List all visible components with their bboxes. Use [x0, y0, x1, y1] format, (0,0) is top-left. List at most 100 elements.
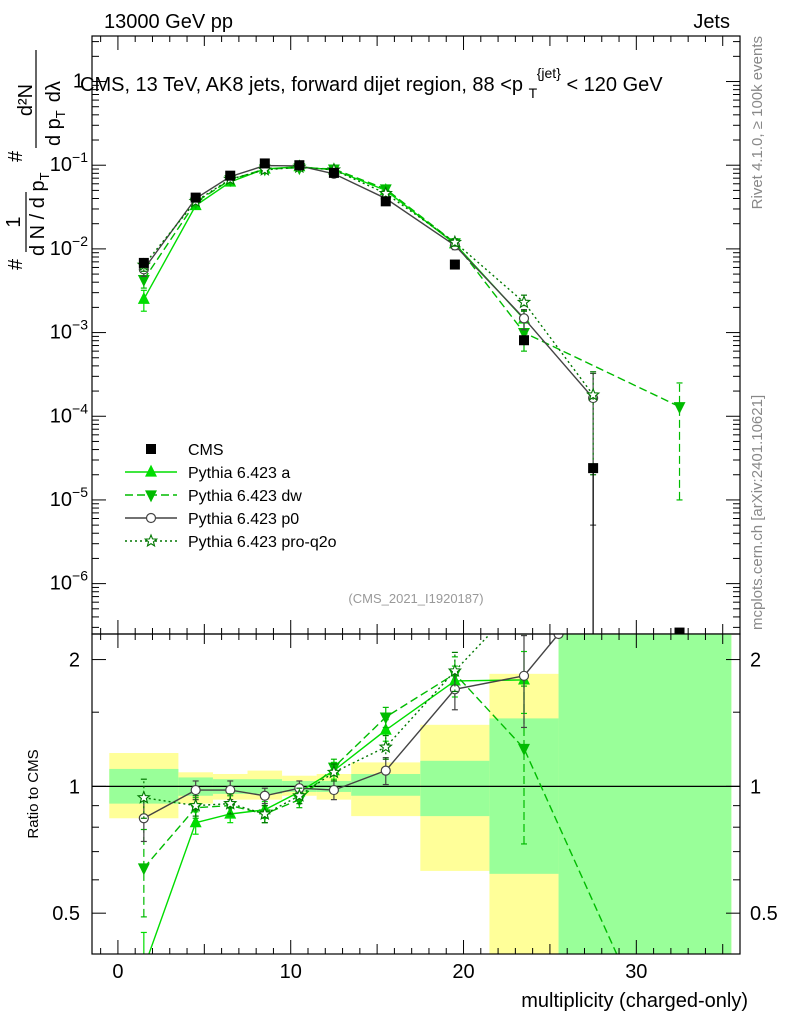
header-left: 13000 GeV pp [104, 11, 233, 33]
ylabel-one: 1 [3, 216, 25, 227]
ratio-pythia_p0-point [518, 670, 530, 681]
plot-title: CMS, 13 TeV, AK8 jets, forward dijet reg… [80, 61, 663, 103]
ylabel-dN: d N / d pT [27, 172, 52, 256]
ratio-pythia_p0-point [190, 784, 201, 796]
main-ylabel: # 1 d N / d pT # d²N d pTdλ [3, 50, 68, 270]
ratio-pythia_p0-point [225, 784, 236, 796]
main-cms-point [674, 627, 685, 634]
ratio-xtick-label: 0 [112, 961, 123, 983]
main-cms-point [138, 257, 149, 268]
main-ytick-label: 10−6 [50, 568, 88, 595]
legend-label-cms: CMS [188, 442, 224, 459]
ratio-pythia_p0-point [380, 765, 391, 776]
title-prefix: CMS, 13 TeV, AK8 jets, forward dijet reg… [80, 74, 523, 96]
main-panel: 1 10−1 10−2 10−3 10−4 10−5 10−6 (CMS_2021_I192… [3, 35, 741, 635]
ratio-xtick-label: 20 [452, 961, 474, 983]
main-watermark: (CMS_2021_I1920187) [348, 591, 483, 606]
ratio-pythia_proq2o-point [553, 551, 564, 562]
main-cms-point [449, 259, 460, 270]
ratio-ylabel: Ratio to CMS [25, 749, 42, 838]
legend: CMS Pythia 6.423 a Pythia 6.423 dw Pythia 6… [125, 442, 337, 551]
legend-marker-pythia_proq2o [143, 533, 159, 548]
svg-text:CMS, 13 TeV, AK8 jets, forward: CMS, 13 TeV, AK8 jets, forward dijet reg… [80, 61, 663, 103]
main-pythia_p0-point [518, 313, 530, 324]
main-ytick-label: 10−1 [50, 149, 88, 176]
ratio-pythia_proq2o-point [378, 739, 393, 754]
legend-marker-cms [146, 444, 156, 454]
mcplots-label: mcplots.cern.ch [arXiv:2401.10621] [749, 395, 766, 630]
ratio-pythia_proq2o-point [326, 764, 342, 779]
legend-label-pythia_proq2o: Pythia 6.423 pro-q2o [188, 534, 337, 551]
ratio-xtick-label: 30 [625, 961, 647, 983]
x-axis-label: multiplicity (charged-only) [521, 990, 748, 1012]
main-pythia_proq2o-line [143, 166, 594, 396]
main-ytick-label: 10−5 [50, 484, 88, 511]
ratio-pythia_p0-point [328, 784, 340, 796]
ratio-pythia_a-point [189, 815, 202, 828]
main-pythia_dw-point [137, 274, 150, 287]
main-pythia_dw-line [143, 167, 680, 408]
main-pythia_p0-line [143, 164, 594, 399]
main-ytick-label: 1 [73, 71, 84, 93]
ratio-pythia_dw-point [518, 743, 530, 756]
ratio-pythia_proq2o-point [136, 790, 151, 804]
main-pythia_dw-point [673, 402, 686, 415]
ratio-pythia_proq2o-point [223, 796, 238, 810]
ratio-pythia_proq2o-point [447, 663, 463, 677]
ratio-pythia_a-point [379, 722, 392, 735]
ratio-panel: 0 10 20 30 0.5 0.5 1 1 2 2 Ratio to CMS multiplic… [25, 551, 778, 1012]
ratio-pythia_dw-point [379, 712, 392, 725]
ylabel-hash: # [5, 258, 27, 270]
ratio-pythia_proq2o-point [257, 806, 272, 821]
rivet-label: Rivet 4.1.0, ≥ 100k events [749, 36, 766, 209]
legend-marker-pythia_dw [145, 490, 157, 503]
main-pythia_proq2o-point [447, 234, 463, 249]
ratio-pythia_proq2o-point [292, 788, 307, 802]
main-cms-point [225, 170, 236, 181]
ratio-pythia_proq2o-point [188, 798, 203, 812]
main-cms-point [294, 160, 305, 171]
title-sub: T [529, 85, 538, 101]
ratio-pythia_p0-line [143, 634, 560, 819]
ratio-ytick-label-right: 1 [750, 776, 761, 798]
ratio-ytick-label: 0.5 [52, 903, 80, 925]
ratio-frame [91, 633, 741, 955]
title-sup: {jet} [537, 65, 561, 81]
ylabel-d2N: d²N [15, 84, 37, 116]
main-ytick-label: 10−3 [50, 317, 88, 344]
ratio-pythia_a-point [139, 962, 149, 972]
ratio-ytick-label: 1 [69, 776, 80, 798]
legend-marker-pythia_a [145, 464, 157, 477]
ratio-band-inner [420, 760, 490, 817]
ratio-ytick-label-right: 2 [750, 650, 761, 672]
main-ytick-label: 10−4 [50, 400, 88, 427]
ratio-pythia_dw-point [137, 863, 150, 876]
main-pythia_proq2o-point [378, 185, 393, 200]
legend-marker-pythia_p0 [145, 512, 157, 524]
main-cms-point [259, 158, 270, 169]
ratio-pythia_p0-point [259, 790, 270, 801]
ratio-xtick-label: 10 [280, 961, 302, 983]
legend-label-pythia_dw: Pythia 6.423 dw [188, 488, 302, 505]
legend-label-pythia_p0: Pythia 6.423 p0 [188, 511, 299, 528]
main-pythia_a-line [143, 165, 525, 320]
main-cms-point [519, 335, 529, 346]
ylabel-hash2: # [5, 150, 27, 162]
main-ytick-label: 10−2 [50, 233, 88, 260]
header-right: Jets [693, 11, 730, 33]
main-pythia_proq2o-point [516, 294, 532, 309]
main-pythia_proq2o-point [585, 387, 601, 401]
ratio-pythia_p0-point [553, 634, 564, 640]
title-suffix: < 120 GeV [566, 74, 663, 96]
main-cms-point [328, 167, 339, 178]
ylabel-dp: d pTdλ [43, 81, 68, 146]
ratio-ytick-label-right: 0.5 [750, 903, 778, 925]
main-cms-point [190, 192, 201, 203]
ratio-pythia_proq2o-point [518, 592, 529, 603]
main-pythia_a-point [137, 291, 150, 304]
ratio-pythia_dw-line [143, 672, 618, 954]
ratio-band-inner [558, 634, 732, 954]
legend-label-pythia_a: Pythia 6.423 a [188, 465, 290, 482]
main-cms-point [380, 196, 391, 207]
